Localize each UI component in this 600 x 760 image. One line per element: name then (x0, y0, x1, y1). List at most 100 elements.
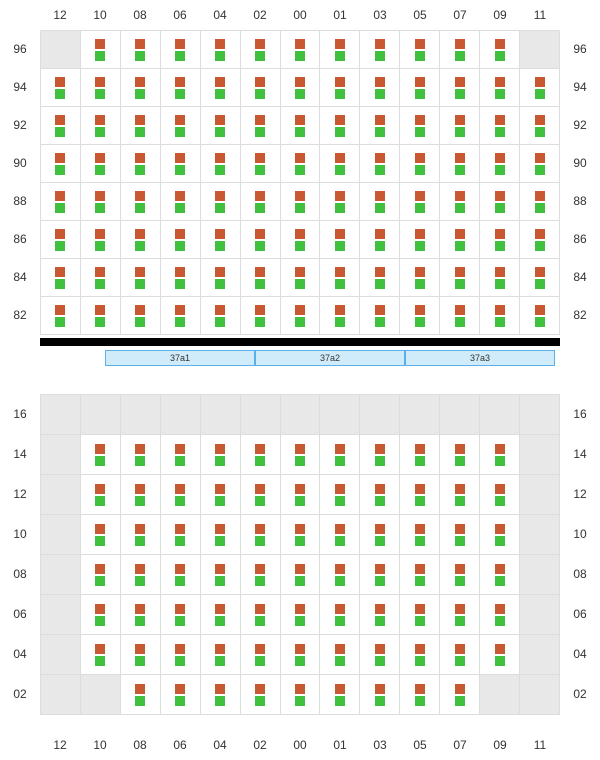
led-green-icon (295, 536, 305, 546)
led-orange-icon (455, 524, 465, 534)
led-green-icon (295, 127, 305, 137)
led-orange-icon (175, 39, 185, 49)
led-orange-icon (295, 644, 305, 654)
led-orange-icon (455, 191, 465, 201)
led-orange-icon (95, 191, 105, 201)
led-green-icon (335, 496, 345, 506)
slot (41, 145, 81, 183)
led-green-icon (175, 165, 185, 175)
slot (161, 259, 201, 297)
slot (161, 555, 201, 595)
row-label: 96 (568, 30, 592, 68)
slot (81, 475, 121, 515)
slot (480, 259, 520, 297)
led-green-icon (295, 89, 305, 99)
col-header: 10 (80, 8, 120, 22)
col-header: 01 (320, 738, 360, 752)
col-header: 07 (440, 738, 480, 752)
slot (121, 69, 161, 107)
led-green-icon (495, 616, 505, 626)
slot (400, 435, 440, 475)
led-orange-icon (415, 77, 425, 87)
slot (161, 221, 201, 259)
led-orange-icon (215, 305, 225, 315)
led-green-icon (215, 127, 225, 137)
slot (480, 183, 520, 221)
led-orange-icon (295, 267, 305, 277)
led-orange-icon (55, 115, 65, 125)
slot (281, 675, 321, 715)
led-green-icon (455, 496, 465, 506)
slot (161, 515, 201, 555)
led-orange-icon (295, 484, 305, 494)
slot (241, 555, 281, 595)
slot (81, 107, 121, 145)
led-orange-icon (455, 444, 465, 454)
led-orange-icon (535, 191, 545, 201)
led-orange-icon (495, 484, 505, 494)
slot (161, 635, 201, 675)
slot (360, 183, 400, 221)
led-green-icon (95, 89, 105, 99)
slot (440, 259, 480, 297)
led-green-icon (175, 317, 185, 327)
slot-empty (360, 395, 400, 435)
led-orange-icon (95, 229, 105, 239)
led-green-icon (455, 317, 465, 327)
col-header: 03 (360, 738, 400, 752)
slot (281, 145, 321, 183)
slot (480, 221, 520, 259)
slot (400, 31, 440, 69)
slot (201, 515, 241, 555)
led-green-icon (455, 456, 465, 466)
slot (360, 475, 400, 515)
tag-strip: 37a137a237a3 (105, 350, 555, 366)
led-green-icon (375, 317, 385, 327)
led-orange-icon (415, 229, 425, 239)
led-green-icon (175, 279, 185, 289)
led-orange-icon (495, 77, 505, 87)
slot (360, 675, 400, 715)
led-green-icon (95, 536, 105, 546)
led-orange-icon (535, 115, 545, 125)
slot-empty (320, 395, 360, 435)
slot (320, 635, 360, 675)
slot (241, 515, 281, 555)
row-label: 96 (8, 30, 32, 68)
led-green-icon (495, 279, 505, 289)
led-green-icon (295, 696, 305, 706)
led-green-icon (495, 89, 505, 99)
led-green-icon (375, 496, 385, 506)
slot (161, 595, 201, 635)
row-label: 82 (568, 296, 592, 334)
led-orange-icon (175, 524, 185, 534)
slot (241, 69, 281, 107)
led-green-icon (55, 279, 65, 289)
led-green-icon (295, 165, 305, 175)
slot (241, 145, 281, 183)
led-green-icon (295, 241, 305, 251)
col-header: 00 (280, 8, 320, 22)
led-orange-icon (215, 524, 225, 534)
led-orange-icon (375, 484, 385, 494)
row-label: 06 (568, 594, 592, 634)
row-labels-lower-right: 1614121008060402 (568, 394, 592, 714)
slot (201, 107, 241, 145)
led-orange-icon (215, 229, 225, 239)
led-green-icon (455, 656, 465, 666)
led-orange-icon (175, 115, 185, 125)
led-orange-icon (215, 444, 225, 454)
led-green-icon (415, 656, 425, 666)
row-label: 02 (568, 674, 592, 714)
led-orange-icon (135, 484, 145, 494)
slot (201, 69, 241, 107)
led-orange-icon (295, 444, 305, 454)
slot (320, 31, 360, 69)
slot (320, 555, 360, 595)
slot (400, 297, 440, 335)
col-header: 11 (520, 8, 560, 22)
led-orange-icon (135, 305, 145, 315)
slot (440, 31, 480, 69)
slot (81, 221, 121, 259)
slot (81, 555, 121, 595)
